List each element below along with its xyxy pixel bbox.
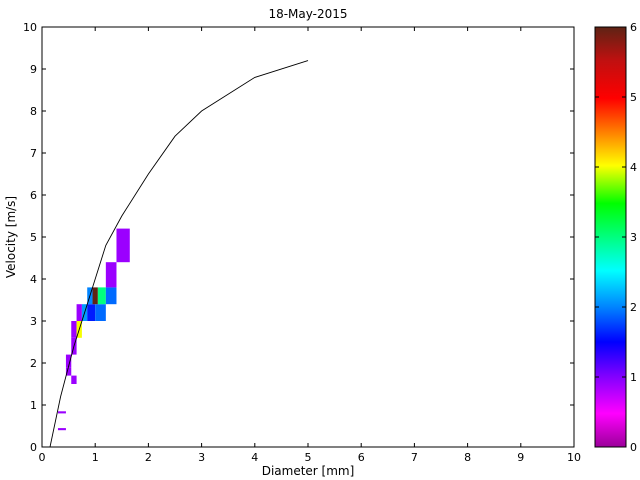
x-tick-label: 10 <box>567 451 581 464</box>
colorbar-ticks: 0 1 2 3 4 5 6 <box>595 21 637 454</box>
x-tick-label: 6 <box>358 451 365 464</box>
x-tick-label: 0 <box>39 451 46 464</box>
y-tick-label: 0 <box>30 441 37 454</box>
heatmap-cell <box>105 262 117 288</box>
colorbar-tick-label: 5 <box>630 91 637 104</box>
colorbar-tick-label: 1 <box>630 371 637 384</box>
heatmap-cell <box>95 304 106 321</box>
heatmap-cell <box>105 287 117 305</box>
x-tick-label: 7 <box>411 451 418 464</box>
heatmap-cell <box>87 304 96 321</box>
x-tick-label: 3 <box>198 451 205 464</box>
heatmap-cell <box>116 228 130 263</box>
heatmap-cell <box>71 321 77 338</box>
x-axis-ticks: 0 1 2 3 4 5 6 7 8 9 10 <box>39 27 581 464</box>
y-tick-label: 9 <box>30 63 37 76</box>
x-tick-label: 8 <box>464 451 471 464</box>
fit-line <box>49 60 309 448</box>
x-axis-label: Diameter [mm] <box>262 464 355 478</box>
y-tick-label: 4 <box>30 273 37 286</box>
heatmap-cell <box>76 304 82 321</box>
heatmap-cell <box>57 411 66 414</box>
x-tick-label: 1 <box>92 451 99 464</box>
y-tick-label: 1 <box>30 399 37 412</box>
y-tick-label: 8 <box>30 105 37 118</box>
heatmap-cell <box>65 354 72 368</box>
x-tick-label: 4 <box>251 451 258 464</box>
colorbar-tick-label: 3 <box>630 231 637 244</box>
x-tick-label: 2 <box>145 451 152 464</box>
colorbar-tick-label: 4 <box>630 161 637 174</box>
heatmap-cell <box>97 287 106 305</box>
y-tick-label: 6 <box>30 189 37 202</box>
colorbar: 0 1 2 3 4 5 6 <box>594 21 637 454</box>
x-tick-label: 9 <box>517 451 524 464</box>
y-axis-label: Velocity [m/s] <box>4 196 18 278</box>
y-tick-label: 3 <box>30 315 37 328</box>
x-tick-label: 5 <box>305 451 312 464</box>
heatmap-cell <box>71 375 77 384</box>
colorbar-tick-label: 2 <box>630 301 637 314</box>
y-tick-label: 10 <box>23 21 37 34</box>
fit-line-layer <box>49 60 309 448</box>
heatmap-cell <box>92 287 98 305</box>
y-tick-label: 7 <box>30 147 37 160</box>
colorbar-tick-label: 0 <box>630 441 637 454</box>
heatmap-cell <box>65 367 72 376</box>
heatmap-cells <box>57 228 130 431</box>
colorbar-gradient <box>594 26 627 448</box>
y-axis-ticks: 0 1 2 3 4 5 6 7 8 9 10 <box>23 21 574 454</box>
y-tick-label: 5 <box>30 231 37 244</box>
heatmap-cell <box>57 428 66 431</box>
y-tick-label: 2 <box>30 357 37 370</box>
chart-title: 18-May-2015 <box>268 7 347 21</box>
colorbar-tick-label: 6 <box>630 21 637 34</box>
plot-area: 0 1 2 3 4 5 6 7 8 9 10 0 1 2 3 4 5 6 7 8 9 10 <box>23 21 581 464</box>
